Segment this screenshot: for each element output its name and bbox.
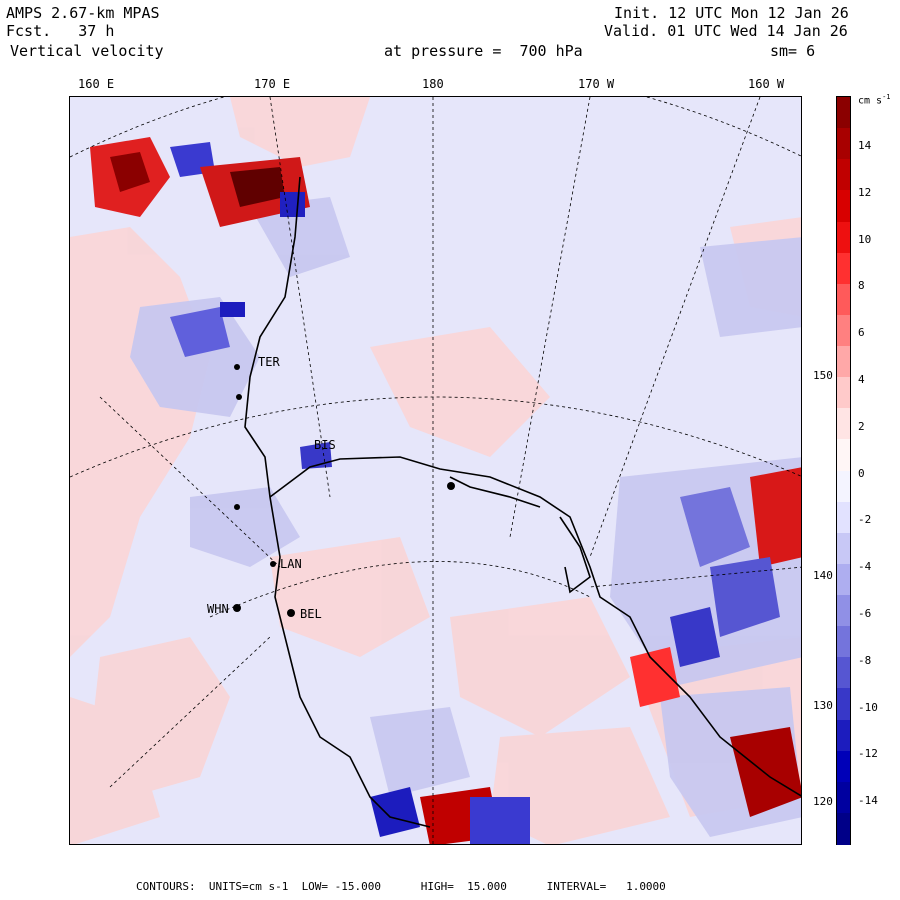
strong-vertical-motion [90,137,801,844]
lon-label-160w: 160 W [748,77,785,91]
forecast-hour: Fcst. 37 h [6,22,115,40]
colorbar-tick-label: 6 [858,326,865,340]
colorbar-tick-label: 0 [858,466,865,480]
colorbar [836,96,851,845]
lon-label-170e: 170 E [254,77,291,91]
smoothing-label: sm= 6 [770,42,816,60]
colorbar-segment [837,97,850,129]
station-label-lan: LAN [280,557,302,571]
colorbar-segment [837,626,850,658]
colorbar-tick-label: -12 [858,747,878,761]
colorbar-segment [837,439,850,471]
colorbar-segment [837,128,850,160]
station-label-whn: WHN [207,602,229,616]
colorbar-tick-label: -10 [858,700,878,714]
colorbar-segment [837,812,850,845]
colorbar-tick-label: 12 [858,185,872,199]
colorbar-segment [837,719,850,752]
lon-label-160e: 160 E [78,77,115,91]
colorbar-tick-label: 8 [858,279,865,293]
colorbar-tick-label: -4 [858,560,872,574]
colorbar-tick-label: 10 [858,232,872,246]
colorbar-segment [837,377,850,409]
colorbar-segment [837,314,850,347]
colorbar-segment [837,252,850,285]
colorbar-segment [837,470,850,503]
colorbar-segment [837,532,850,565]
colorbar-segment [837,501,850,534]
colorbar-tick-label: 2 [858,419,865,433]
colorbar-tick-label: 4 [858,373,865,386]
map-panel: BIS WHN LAN BEL TER [69,96,802,845]
colorbar-segment [837,408,850,440]
station-label-bel: BEL [300,607,322,621]
pressure-level: at pressure = 700 hPa [384,42,583,60]
graticule [70,97,801,844]
colorbar-segment [837,283,850,316]
contour-info: CONTOURS: UNITS=cm s-1 LOW= -15.000 HIGH… [136,880,666,893]
station-label-bis: BIS [314,438,336,452]
coastline [244,176,801,828]
colorbar-tick-label: -8 [858,653,872,667]
colorbar-segment [837,563,850,596]
colorbar-tick-label: -14 [858,794,878,808]
lon-label-180: 180 [422,77,444,91]
colorbar-segment [837,657,850,689]
colorbar-segment [837,781,850,814]
station-label-ter: TER [258,355,280,369]
colorbar-segment [837,221,850,254]
colorbar-segment [837,688,850,720]
colorbar-segment [837,595,850,627]
valid-time: Valid. 01 UTC Wed 14 Jan 26 [604,22,848,40]
colorbar-segment [837,190,850,222]
map-canvas [70,97,801,844]
model-title: AMPS 2.67-km MPAS [6,4,160,22]
colorbar-segment [837,159,850,191]
colorbar-segment [837,750,850,783]
colorbar-units: cm s-1 [858,93,891,107]
colorbar-tick-label: 14 [858,139,872,152]
field-name: Vertical velocity [10,42,164,60]
ross-island-markers [233,364,455,617]
colorbar-segment [837,346,850,378]
colorbar-tick-label: -2 [858,513,872,527]
init-time: Init. 12 UTC Mon 12 Jan 26 [614,4,849,22]
colorbar-tick-label: -6 [858,607,872,620]
lon-label-170w: 170 W [578,77,615,91]
negative-field [130,197,801,837]
